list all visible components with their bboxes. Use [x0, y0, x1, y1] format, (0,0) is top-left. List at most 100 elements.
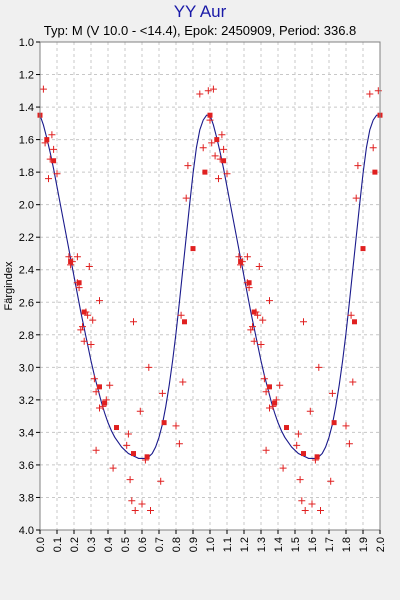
observation-point: [317, 506, 324, 514]
observation-point: [369, 144, 377, 152]
x-tick-label: 1.5: [290, 537, 302, 552]
observation-point: [262, 388, 270, 396]
observation-point: [300, 318, 307, 326]
mean-point: [102, 400, 108, 406]
mean-point: [372, 169, 378, 175]
observation-point: [249, 323, 256, 331]
y-tick-label: 2.2: [19, 232, 34, 244]
observation-point: [199, 144, 207, 152]
x-tick-label: 0.2: [69, 537, 81, 552]
x-tick-label: 0.1: [52, 537, 64, 552]
observation-point: [250, 337, 258, 345]
observation-point: [266, 297, 273, 305]
y-tick-label: 2.4: [19, 265, 34, 277]
mean-point: [221, 158, 227, 164]
observation-point: [301, 506, 309, 514]
observation-point: [130, 318, 137, 326]
observation-point: [136, 407, 144, 415]
observation-point: [147, 506, 154, 514]
observation-point: [172, 422, 180, 430]
observation-layer: [39, 85, 382, 514]
observation-point: [90, 375, 98, 383]
observation-point: [158, 389, 166, 397]
mean-point: [360, 246, 366, 252]
y-tick-label: 4.0: [19, 525, 34, 537]
observation-point: [247, 326, 255, 334]
y-tick-label: 3.6: [19, 460, 34, 472]
y-tick-label: 3.0: [19, 362, 34, 374]
y-tick-label: 1.0: [19, 37, 34, 49]
observation-point: [293, 441, 301, 449]
y-tick-label: 2.6: [19, 297, 34, 309]
observation-point: [175, 440, 183, 448]
observation-point: [208, 139, 216, 147]
observation-point: [266, 404, 273, 412]
observation-point: [215, 175, 222, 183]
x-tick-label: 0.0: [35, 537, 47, 552]
observation-point: [211, 152, 219, 160]
observation-point: [352, 194, 360, 202]
mean-point: [214, 137, 220, 143]
y-axis-label: Färgindex: [3, 261, 15, 310]
y-tick-label: 1.6: [19, 135, 34, 147]
x-tick-label: 1.2: [239, 537, 251, 552]
mean-point: [68, 259, 74, 265]
y-tick-label: 2.8: [19, 330, 34, 342]
mean-point: [76, 280, 82, 286]
mean-point: [97, 384, 102, 390]
observation-point: [92, 388, 100, 396]
x-tick-label: 0.8: [171, 537, 183, 552]
mean-point: [182, 319, 187, 325]
mean-point: [331, 420, 337, 426]
y-tick-label: 1.2: [19, 70, 34, 82]
observation-point: [204, 87, 212, 95]
observation-point: [257, 341, 265, 349]
x-tick-label: 1.7: [324, 537, 336, 552]
x-tick-label: 0.4: [103, 537, 115, 552]
mean-point: [161, 420, 167, 426]
x-tick-label: 1.4: [273, 537, 285, 552]
observation-point: [260, 375, 268, 383]
x-tick-label: 1.0: [205, 537, 217, 552]
mean-point: [44, 137, 50, 143]
observation-point: [349, 378, 357, 386]
x-tick-label: 0.9: [188, 537, 200, 552]
observation-point: [279, 464, 287, 472]
observation-point: [79, 323, 86, 331]
x-tick-label: 0.6: [137, 537, 149, 552]
observation-point: [89, 316, 97, 324]
grid: [39, 41, 381, 531]
chart-subtitle: Typ: M (V 10.0 - <14.4), Epok: 2450909, …: [44, 23, 357, 38]
observation-point: [75, 284, 83, 292]
observation-point: [218, 131, 226, 139]
y-tick-label: 3.4: [19, 427, 34, 439]
mean-point: [246, 280, 252, 286]
observation-point: [220, 145, 228, 153]
mean-point: [114, 425, 119, 431]
observation-point: [77, 326, 85, 334]
mean-point: [207, 112, 213, 118]
observation-point: [106, 381, 114, 389]
observation-point: [177, 311, 185, 319]
observation-point: [96, 297, 103, 305]
observation-point: [209, 85, 217, 93]
observation-point: [347, 311, 355, 319]
mean-point: [314, 454, 320, 460]
mean-point: [251, 309, 257, 315]
chart-title: YY Aur: [174, 2, 227, 21]
observation-point: [255, 262, 263, 270]
mean-point: [190, 246, 196, 252]
observation-point: [366, 90, 374, 98]
y-tick-label: 2.0: [19, 200, 34, 212]
y-axis: 1.0 1.2 1.4 1.6 1.8 2.0 2.2 2.4 2.6 2.8 3.0 3.2 3.4 3…: [19, 37, 40, 537]
observation-point: [345, 440, 353, 448]
observation-point: [53, 170, 61, 178]
observation-point: [138, 500, 146, 508]
y-tick-label: 3.8: [19, 492, 34, 504]
observation-point: [196, 90, 204, 98]
mean-point: [238, 259, 244, 265]
x-tick-label: 1.6: [307, 537, 319, 552]
observation-point: [342, 422, 350, 430]
observation-point: [276, 381, 284, 389]
